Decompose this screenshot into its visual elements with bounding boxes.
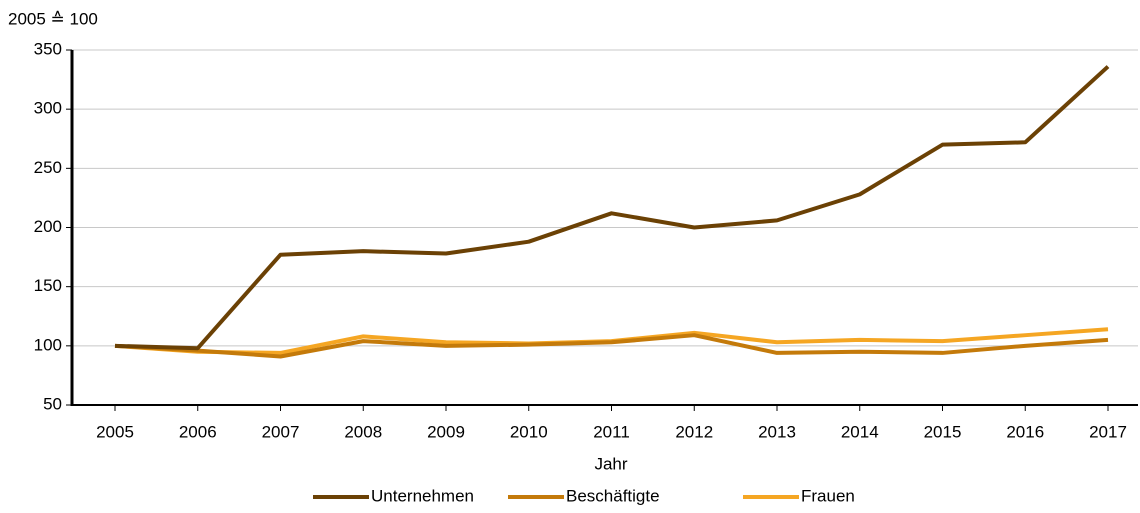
y-tick-label: 250 (34, 158, 62, 177)
x-tick-label: 2009 (427, 422, 465, 441)
x-tick-label: 2014 (841, 422, 879, 441)
y-tick-label: 300 (34, 99, 62, 118)
x-tick-label: 2015 (924, 422, 962, 441)
y-tick-label: 350 (34, 39, 62, 58)
legend-label: Frauen (801, 486, 855, 505)
x-tick-label: 2005 (96, 422, 134, 441)
y-tick-label: 50 (43, 394, 62, 413)
x-axis-label: Jahr (594, 454, 627, 473)
x-tick-label: 2006 (179, 422, 217, 441)
y-tick-label: 100 (34, 335, 62, 354)
x-tick-label: 2007 (262, 422, 300, 441)
y-tick-label: 200 (34, 217, 62, 236)
x-tick-label: 2016 (1006, 422, 1044, 441)
x-tick-label: 2011 (593, 422, 630, 441)
series-line (114, 65, 1110, 351)
x-tick-label: 2012 (675, 422, 713, 441)
y-tick-label: 150 (34, 276, 62, 295)
x-tick-label: 2013 (758, 422, 796, 441)
x-tick-label: 2017 (1089, 422, 1127, 441)
series-line (114, 333, 1109, 359)
x-tick-label: 2010 (510, 422, 548, 441)
y-axis-label: 2005 ≙ 100 (8, 9, 98, 28)
legend-label: Beschäftigte (566, 486, 660, 505)
x-tick-label: 2008 (344, 422, 382, 441)
legend-label: Unternehmen (371, 486, 474, 505)
